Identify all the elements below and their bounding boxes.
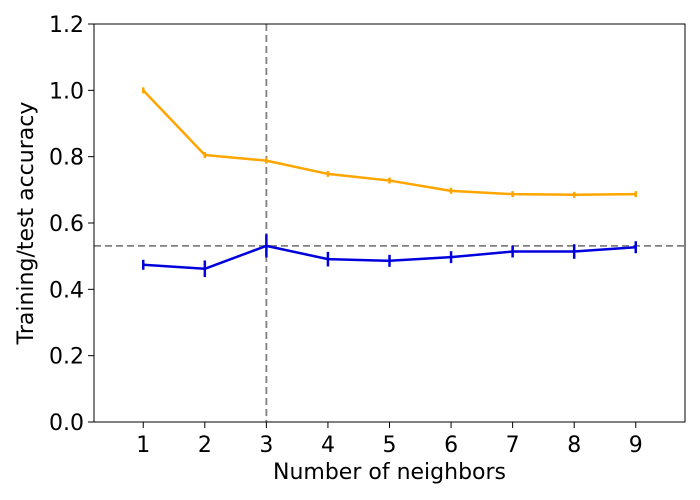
x-tick-label: 3 [259, 433, 273, 458]
y-tick-label: 0.0 [49, 411, 84, 436]
x-tick-label: 2 [198, 433, 212, 458]
x-tick-label: 5 [383, 433, 397, 458]
x-tick-label: 9 [629, 433, 643, 458]
y-axis: 0.0 0.2 0.4 0.6 0.8 1.0 1.2 [49, 13, 94, 436]
reference-lines [94, 24, 685, 422]
x-axis: 1 2 3 4 5 6 7 8 9 [136, 422, 643, 458]
series-2 [142, 234, 637, 278]
y-axis-label: Training/test accuracy [14, 102, 39, 346]
y-tick-label: 0.6 [49, 212, 84, 237]
y-tick-label: 1.0 [49, 79, 84, 104]
x-tick-label: 7 [506, 433, 520, 458]
y-tick-label: 0.2 [49, 345, 84, 370]
x-tick-label: 6 [444, 433, 458, 458]
y-tick-label: 0.8 [49, 146, 84, 171]
x-axis-label: Number of neighbors [273, 460, 506, 485]
series-1 [142, 87, 637, 198]
y-tick-label: 1.2 [49, 13, 84, 38]
x-tick-label: 1 [136, 433, 150, 458]
x-tick-label: 8 [567, 433, 581, 458]
plot-frame [93, 23, 686, 423]
x-tick-label: 4 [321, 433, 335, 458]
series-group [142, 87, 637, 278]
y-tick-label: 0.4 [49, 278, 84, 303]
